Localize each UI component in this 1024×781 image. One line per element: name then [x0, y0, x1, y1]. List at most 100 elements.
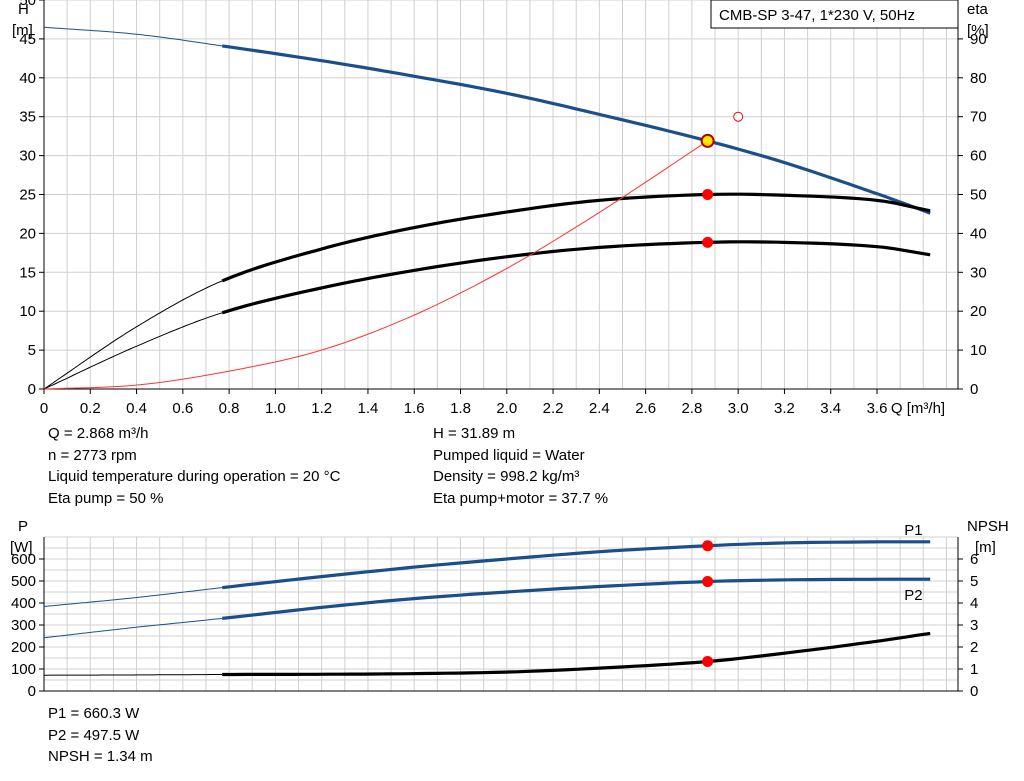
chart-title: CMB-SP 3-47, 1*230 V, 50Hz	[719, 7, 915, 24]
y-axis-unit-left: [m]	[12, 22, 33, 39]
y-tick-label-left: 5	[28, 342, 36, 359]
operating-point-marker	[702, 189, 714, 200]
x-tick-label: 0.8	[219, 400, 240, 417]
y-tick-label-left: 20	[19, 225, 36, 242]
y-tick-label-left: 200	[11, 639, 36, 656]
y-tick-label-right: 3	[970, 617, 978, 634]
series-extrapolated-line	[43, 312, 223, 390]
x-tick-label: 0.6	[172, 400, 193, 417]
series-extrapolated-line	[44, 674, 223, 676]
x-tick-label: 3.6	[867, 400, 888, 417]
p1-readout: P1 = 660.3 W	[48, 705, 140, 722]
x-tick-label: 3.0	[728, 400, 749, 417]
operating-point-marker	[702, 236, 714, 248]
y-axis-unit-right: [%]	[967, 22, 989, 39]
duty-point-marker	[700, 133, 715, 148]
x-tick-label: 2.4	[589, 400, 610, 417]
series-line	[222, 577, 931, 620]
y-tick-label-right: 0	[970, 381, 978, 398]
y-axis-label-left: P	[18, 518, 28, 535]
open-point-marker	[733, 111, 744, 122]
operating-point-marker	[702, 576, 714, 588]
x-tick-label: 2.8	[681, 400, 702, 417]
head-readout: H = 31.89 m	[433, 425, 516, 442]
y-tick-label-left: 10	[19, 303, 36, 320]
y-tick-label-left: 500	[11, 573, 36, 590]
y-tick-label-right: 4	[970, 595, 978, 612]
y-tick-label-left: 15	[19, 264, 36, 281]
density-readout: Density = 998.2 kg/m³	[433, 468, 580, 485]
y-tick-label-left: 400	[11, 595, 36, 612]
x-axis-label: Q [m³/h]	[891, 400, 945, 417]
y-tick-label-left: 30	[19, 148, 36, 165]
x-tick-label: 1.8	[450, 400, 471, 417]
series-line	[221, 44, 931, 215]
y-tick-label-left: 100	[11, 661, 36, 678]
y-tick-label-left: 35	[19, 109, 36, 126]
series-label: P1	[904, 522, 922, 539]
y-axis-unit-right: [m]	[975, 539, 996, 556]
operating-point-marker	[702, 540, 714, 552]
pumped-liquid-readout: Pumped liquid = Water	[433, 446, 585, 464]
series-extrapolated-line	[43, 280, 223, 390]
y-tick-label-right: 6	[970, 551, 978, 568]
y-tick-label-left: 0	[28, 683, 36, 700]
title-box	[710, 0, 959, 29]
y-axis-label-right: eta	[967, 1, 989, 18]
y-tick-label-left: 25	[19, 187, 36, 204]
y-tick-label-left: 40	[19, 70, 36, 87]
series-line	[222, 540, 931, 590]
npsh-readout: NPSH = 1.34 m	[48, 748, 153, 765]
flow-readout: Q = 2.868 m³/h	[48, 425, 149, 442]
y-tick-label-right: 20	[970, 303, 987, 320]
y-tick-label-right: 90	[970, 31, 987, 48]
y-tick-label-left: 45	[19, 31, 36, 48]
y-axis-label-left: H	[18, 1, 29, 18]
x-tick-label: 2.6	[635, 400, 656, 417]
eta-pump-readout: Eta pump = 50 %	[48, 489, 164, 507]
y-axis-label-right: NPSH	[967, 518, 1009, 535]
y-tick-label-right: 5	[970, 573, 978, 590]
x-tick-label: 0.2	[80, 400, 101, 417]
y-tick-label-right: 40	[970, 225, 987, 242]
readout-right: H = 31.89 m Pumped liquid = Water Densit…	[433, 423, 608, 509]
speed-readout: n = 2773 rpm	[48, 446, 137, 464]
series-extrapolated-line	[43, 26, 223, 47]
eta-pump-motor-readout: Eta pump+motor = 37.7 %	[433, 489, 609, 507]
x-tick-label: 2.2	[543, 400, 564, 417]
series-label: P2	[904, 587, 922, 604]
system-curve-line	[43, 140, 708, 390]
y-tick-label-left: 600	[11, 551, 36, 568]
y-tick-label-right: 1	[970, 661, 978, 678]
liquid-temp-readout: Liquid temperature during operation = 20…	[48, 468, 341, 485]
readout-left: Q = 2.868 m³/h n = 2773 rpm Liquid tempe…	[48, 423, 340, 509]
x-tick-label: 2.0	[496, 400, 517, 417]
y-tick-label-left: 50	[19, 0, 36, 9]
series-extrapolated-line	[43, 617, 223, 639]
series-line	[221, 240, 931, 315]
y-tick-label-right: 30	[970, 264, 987, 281]
y-tick-label-left: 0	[28, 381, 36, 398]
x-tick-label: 0.4	[126, 400, 147, 417]
y-tick-label-right: 10	[970, 342, 987, 359]
y-tick-label-right: 0	[970, 683, 978, 700]
x-tick-label: 0	[40, 400, 48, 417]
x-tick-label: 1.6	[404, 400, 425, 417]
x-tick-label: 1.0	[265, 400, 286, 417]
y-axis-unit-left: [W]	[10, 539, 33, 556]
series-line	[222, 631, 931, 677]
operating-point-marker	[702, 656, 714, 668]
x-tick-label: 3.2	[774, 400, 795, 417]
series-extrapolated-line	[43, 587, 223, 607]
y-tick-label-right: 70	[970, 109, 987, 126]
series-line	[221, 192, 931, 283]
x-tick-label: 3.4	[820, 400, 841, 417]
y-tick-label-right: 50	[970, 187, 987, 204]
x-tick-label: 1.4	[358, 400, 379, 417]
readout-bottom: P1 = 660.3 W P2 = 497.5 W NPSH = 1.34 m	[48, 703, 153, 768]
p2-readout: P2 = 497.5 W	[48, 726, 140, 744]
y-tick-label-right: 60	[970, 148, 987, 165]
y-tick-label-left: 300	[11, 617, 36, 634]
x-tick-label: 1.2	[311, 400, 332, 417]
